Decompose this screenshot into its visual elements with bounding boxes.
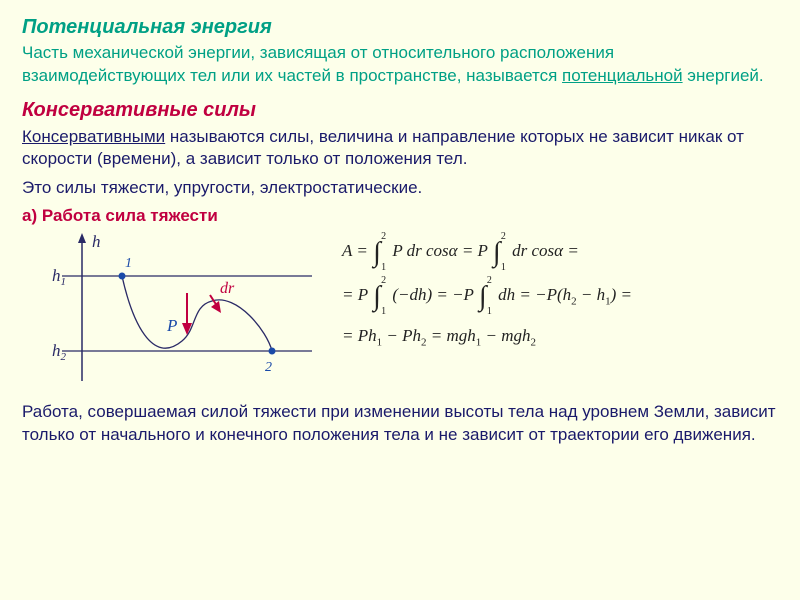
work-formulas: A = 2∫1 P dr cosα = P 2∫1 dr cosα = = P … [342,231,778,361]
integral-icon: 2∫1 [479,279,493,313]
conclusion-text: Работа, совершаемая силой тяжести при из… [22,401,778,446]
formula-line-3: = Ph1 − Ph2 = mgh1 − mgh2 [342,323,778,351]
gravity-work-title: а) Работа сила тяжести [22,205,778,227]
conservative-forces-title: Консервативные силы [22,97,778,123]
dr-label: dr [220,280,235,297]
f1b: P dr cosα = P [388,241,492,260]
formula-line-2: = P 2∫1 (−dh) = −P 2∫1 dh = −P(h2 − h1) … [342,279,778,313]
f2d: − h [577,285,605,304]
axis-h-label: h [92,232,101,251]
h2-label: h2 [52,341,67,363]
conservative-forces-example: Это силы тяжести, упругости, электростат… [22,177,778,199]
h1-label: h1 [52,266,66,288]
f1a: A = [342,241,372,260]
def-underlined: потенциальной [562,66,683,85]
cons-underlined: Консервативными [22,127,165,146]
integral-icon: 2∫1 [373,279,387,313]
f3c: = mgh [426,326,475,345]
conservative-forces-definition: Консервативными называются силы, величин… [22,126,778,171]
diagram-and-formulas: h h1 h2 1 2 P dr A = 2∫1 P dr cosα = P 2… [22,231,778,391]
f2c: dh = −P(h [494,285,571,304]
potential-energy-definition: Часть механической энергии, зависящая от… [22,42,778,87]
point-2-label: 2 [265,360,272,375]
f2e: ) = [611,285,632,304]
integral-icon: 2∫1 [373,235,387,269]
f2b: (−dh) = −P [388,285,478,304]
potential-energy-title: Потенциальная энергия [22,14,778,40]
integral-icon: 2∫1 [493,235,507,269]
def-part-a: Часть механической энергии, зависящая от… [22,43,614,84]
f2a: = P [342,285,372,304]
point-1-label: 1 [125,256,132,271]
formula-line-1: A = 2∫1 P dr cosα = P 2∫1 dr cosα = [342,235,778,269]
f3b: − Ph [382,326,421,345]
force-p-label: P [166,316,177,335]
f3a: = Ph [342,326,377,345]
trajectory-diagram: h h1 h2 1 2 P dr [22,231,322,391]
def-part-b: энергией. [683,66,764,85]
f3d: − mgh [481,326,530,345]
f1c: dr cosα = [508,241,579,260]
